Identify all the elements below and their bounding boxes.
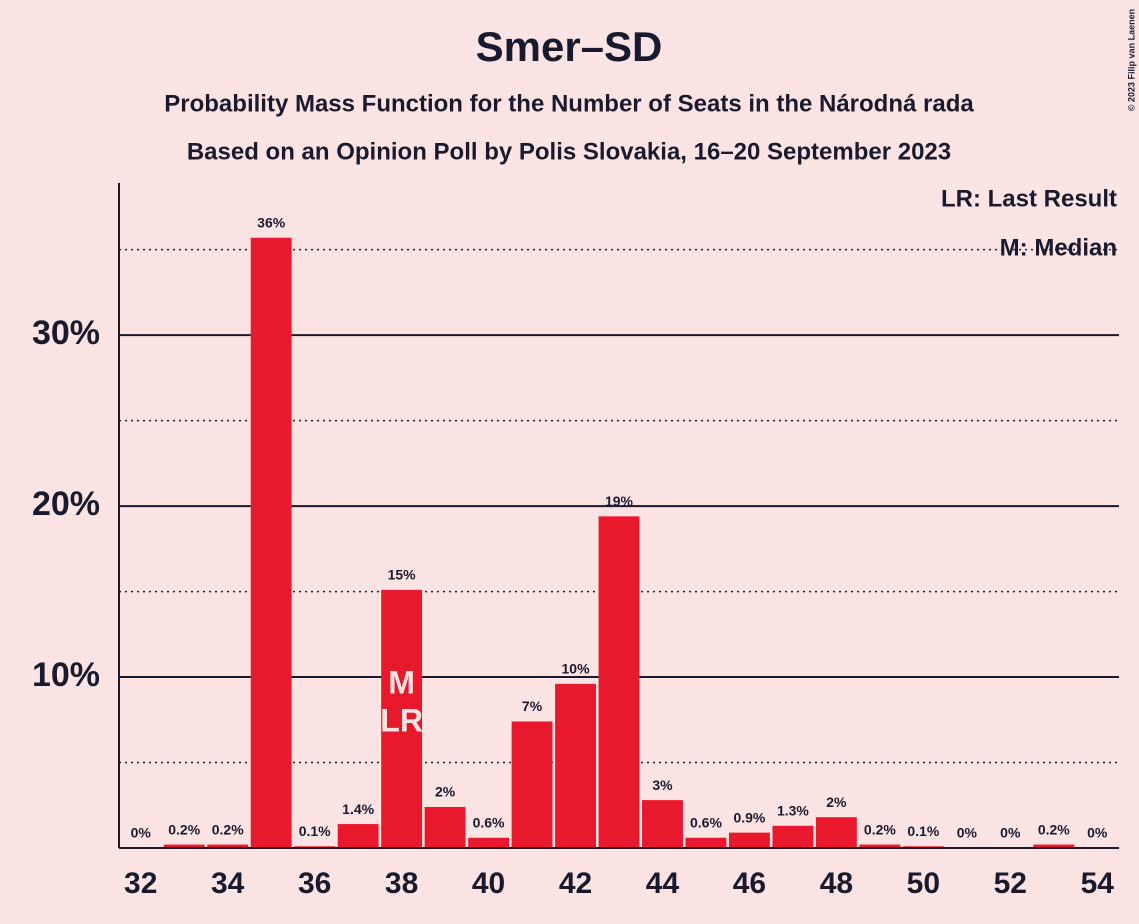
value-label: 36% [257,214,286,230]
bar [772,825,814,848]
bar [163,844,205,848]
value-label: 0% [957,825,978,841]
value-label: 1.4% [342,801,374,817]
y-tick-label: 10% [32,656,100,694]
value-label: 3% [652,777,673,793]
legend-entry: LR: Last Result [941,185,1117,212]
chart-subtitle: Based on an Opinion Poll by Polis Slovak… [187,138,951,165]
x-tick-label: 46 [733,867,766,900]
x-tick-label: 54 [1081,867,1115,900]
chart-subtitle: Probability Mass Function for the Number… [164,90,974,117]
value-label: 2% [826,794,847,810]
x-tick-label: 36 [298,867,331,900]
y-tick-label: 20% [32,485,100,523]
bar [511,721,553,848]
x-tick-label: 32 [124,867,157,900]
value-label: 0.6% [473,814,505,830]
bar [555,683,596,848]
value-label: 0.6% [690,814,722,830]
value-label: 19% [605,493,634,509]
value-label: 0.2% [864,821,896,837]
bar [859,844,901,848]
bar [207,844,249,848]
value-label: 0.1% [299,823,331,839]
value-label: 0.1% [907,823,939,839]
bar [598,516,640,848]
value-label: 0% [131,825,152,841]
bar [381,589,423,848]
y-tick-label: 30% [32,314,100,352]
bar [729,832,770,848]
value-label: 1.3% [777,802,809,818]
bar [1033,844,1075,848]
x-tick-label: 42 [559,867,592,900]
annotation: LR [380,702,423,738]
bar [424,806,466,848]
x-tick-label: 50 [907,867,940,900]
value-label: 15% [388,567,417,583]
value-label: 0.9% [733,809,765,825]
value-label: 7% [522,698,543,714]
bar [250,237,292,849]
bar [685,837,727,848]
x-tick-label: 48 [820,867,853,900]
value-label: 0% [1087,825,1108,841]
bar [815,817,857,848]
value-label: 0.2% [212,821,244,837]
legend-entry: M: Median [1000,234,1117,261]
bar [337,824,379,848]
x-tick-label: 40 [472,867,505,900]
x-tick-label: 38 [385,867,418,900]
credit: © 2023 Filip van Laenen [1126,9,1136,111]
value-label: 2% [435,784,456,800]
x-tick-label: 52 [994,867,1027,900]
value-label: 0.2% [1038,821,1070,837]
value-label: 0.2% [168,821,200,837]
value-label: 0% [1000,825,1021,841]
chart-title: Smer–SD [476,23,663,70]
bar [642,800,683,848]
annotation: M [388,664,415,700]
value-label: 10% [562,661,591,677]
x-tick-label: 34 [211,867,245,900]
bar [468,837,509,848]
x-tick-label: 44 [646,867,680,900]
